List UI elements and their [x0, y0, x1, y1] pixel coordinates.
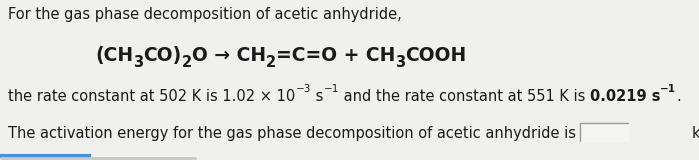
FancyBboxPatch shape [580, 123, 689, 144]
Text: s: s [311, 89, 324, 104]
Text: =C=O + CH: =C=O + CH [276, 46, 395, 65]
Text: 3: 3 [133, 55, 143, 70]
Text: and the rate constant at 551 K is: and the rate constant at 551 K is [339, 89, 590, 104]
Text: 2: 2 [266, 55, 276, 70]
Text: O → CH: O → CH [192, 46, 266, 65]
Text: For the gas phase decomposition of acetic anhydride,: For the gas phase decomposition of aceti… [8, 7, 402, 22]
Text: the rate constant at 502 K is 1.02 × 10: the rate constant at 502 K is 1.02 × 10 [8, 89, 296, 104]
Text: .: . [676, 89, 681, 104]
Text: −3: −3 [296, 84, 311, 94]
Text: 3: 3 [395, 55, 405, 70]
Text: COOH: COOH [405, 46, 467, 65]
Text: −1: −1 [661, 84, 676, 94]
Text: −1: −1 [324, 84, 339, 94]
Text: kJ.: kJ. [692, 126, 699, 141]
Text: The activation energy for the gas phase decomposition of acetic anhydride is: The activation energy for the gas phase … [8, 126, 577, 141]
Text: CO): CO) [143, 46, 182, 65]
Text: (CH: (CH [95, 46, 133, 65]
Text: 0.0219 s: 0.0219 s [590, 89, 661, 104]
Text: 2: 2 [182, 55, 192, 70]
